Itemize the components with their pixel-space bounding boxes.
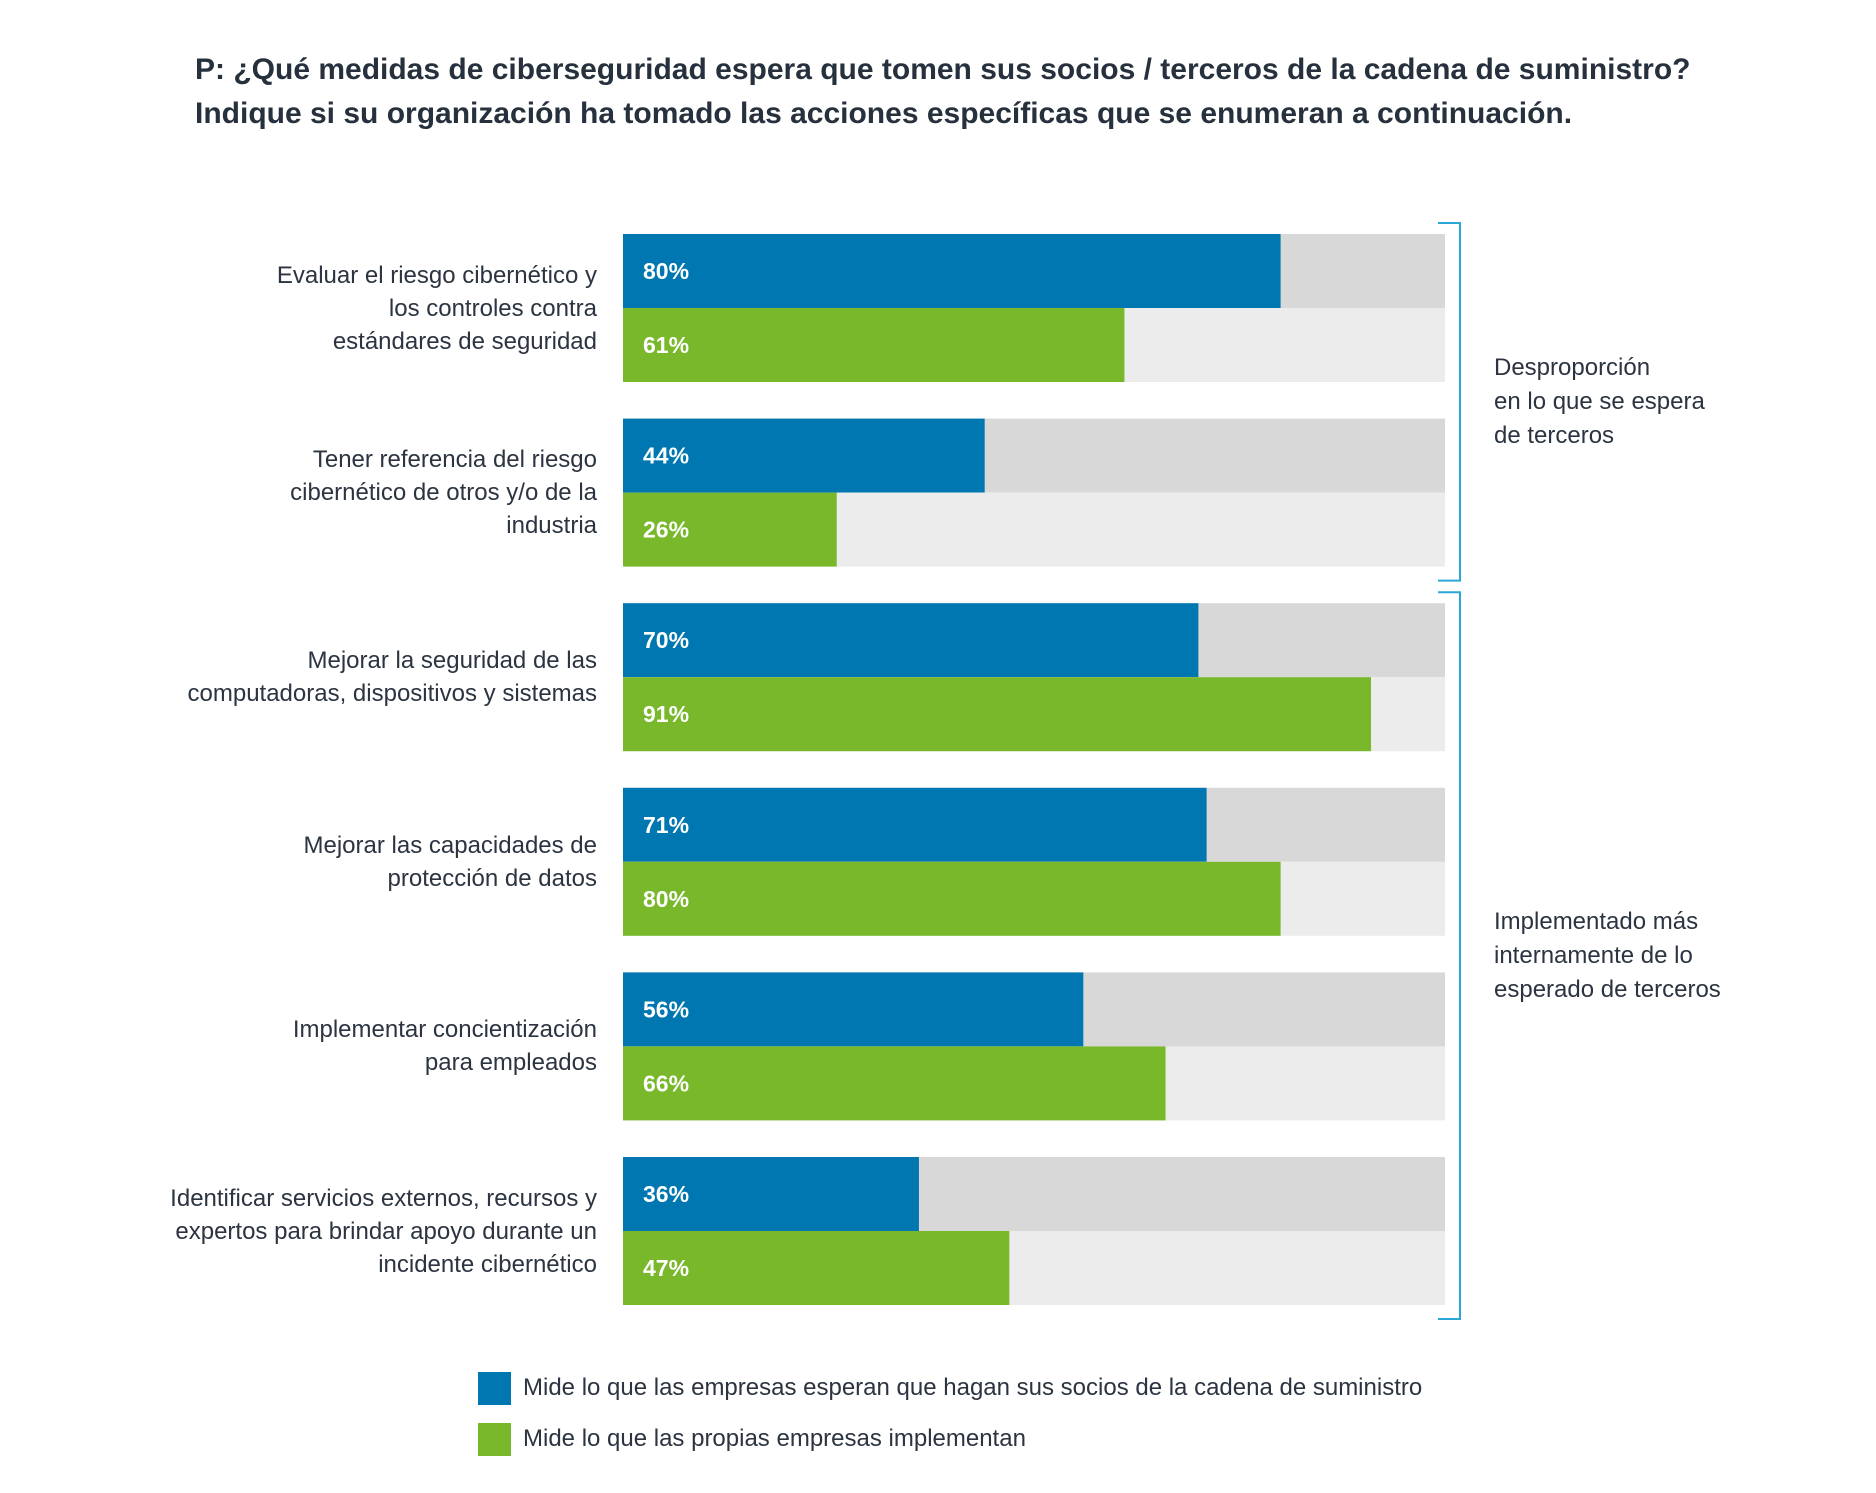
category-label-line: Tener referencia del riesgo	[312, 446, 597, 474]
category-label: Implementar concientización para empleado…	[100, 1013, 597, 1079]
bar-expected	[623, 1157, 919, 1231]
value-label-implemented: 91%	[643, 701, 689, 727]
bar-implemented	[623, 1046, 1166, 1121]
category-label-line: Identificar servicios externos, recursos…	[170, 1184, 597, 1212]
bracket-1	[1438, 222, 1461, 582]
category-label-line: computadoras, dispositivos y sistemas	[187, 680, 598, 708]
bar-implemented	[623, 492, 837, 567]
bracket-label-line: Implementado más	[1494, 907, 1699, 935]
category-label-line: Evaluar el riesgo cibernético y	[276, 261, 597, 289]
value-label-expected: 80%	[643, 258, 689, 284]
legend-item-implemented: Mide lo que las propias empresas impleme…	[478, 1422, 1026, 1456]
value-label-implemented: 26%	[643, 517, 689, 543]
category-label-line: industria	[506, 512, 597, 540]
category-label-line: estándares de seguridad	[332, 327, 597, 355]
bracket-label-line: esperado de terceros	[1494, 975, 1721, 1003]
category-label-line: protección de datos	[387, 864, 597, 892]
value-label-expected: 71%	[643, 812, 689, 838]
bracket-label-line: en lo que se espera	[1494, 387, 1705, 415]
bar-expected	[623, 418, 985, 493]
bracket-label-line: Desproporción	[1494, 353, 1651, 381]
chart-title-line-2: Indique si su organización ha tomado las…	[195, 97, 1573, 130]
bar-implemented	[623, 677, 1372, 752]
category-label: Tener referencia del riesgo cibernético d…	[100, 443, 597, 542]
legend-swatch-expected	[478, 1371, 511, 1405]
category-label-line: expertos para brindar apoyo durante un	[175, 1217, 597, 1245]
bar-expected	[623, 787, 1207, 862]
bar-implemented	[623, 1231, 1010, 1305]
category-label-line: Mejorar la seguridad de las	[307, 647, 598, 675]
category-label-line: los controles contra	[388, 294, 597, 322]
bracket-label-2: Implementado más internamente de lo espera…	[1494, 905, 1824, 1007]
value-label-implemented: 80%	[643, 886, 689, 912]
bracket-label-line: de terceros	[1494, 421, 1615, 449]
value-label-implemented: 47%	[643, 1255, 689, 1281]
category-label-line: Implementar concientización	[292, 1016, 597, 1044]
bar-implemented	[623, 861, 1281, 936]
category-label: Mejorar las capacidades de protección de …	[100, 829, 598, 895]
category-label-line: cibernético de otros y/o de la	[290, 479, 597, 507]
value-label-implemented: 66%	[643, 1070, 689, 1096]
bracket-label-1: Desproporción en lo que se espera de terce…	[1494, 351, 1824, 453]
category-label: Evaluar el riesgo cibernético y los contr…	[100, 259, 597, 358]
value-label-implemented: 61%	[643, 332, 689, 358]
chart-title-line-1: P: ¿Qué medidas de ciberseguridad espera…	[195, 53, 1691, 86]
value-label-expected: 70%	[643, 627, 689, 653]
value-label-expected: 56%	[643, 996, 689, 1022]
value-label-expected: 44%	[643, 443, 689, 469]
bar-expected	[623, 972, 1084, 1047]
category-label: Mejorar la seguridad de las computadoras,…	[100, 644, 598, 710]
bracket-label-line: internamente de lo	[1494, 941, 1693, 969]
bar-expected	[623, 234, 1281, 308]
chart-title: P: ¿Qué medidas de ciberseguridad espera…	[195, 48, 1795, 136]
bracket-2	[1438, 591, 1461, 1320]
bar-expected	[623, 603, 1199, 678]
legend-label-implemented: Mide lo que las propias empresas impleme…	[523, 1425, 1026, 1452]
category-label-line: Mejorar las capacidades de	[303, 831, 598, 859]
legend-item-expected: Mide lo que las empresas esperan que hag…	[478, 1371, 1422, 1405]
bar-implemented	[623, 308, 1125, 382]
legend-label-expected: Mide lo que las empresas esperan que hag…	[523, 1374, 1423, 1401]
category-label-line: incidente cibernético	[378, 1250, 597, 1278]
value-label-expected: 36%	[643, 1181, 689, 1207]
category-label-line: para empleados	[424, 1049, 597, 1077]
legend-swatch-implemented	[478, 1422, 511, 1456]
category-label: Identificar servicios externos, recursos…	[100, 1182, 597, 1281]
